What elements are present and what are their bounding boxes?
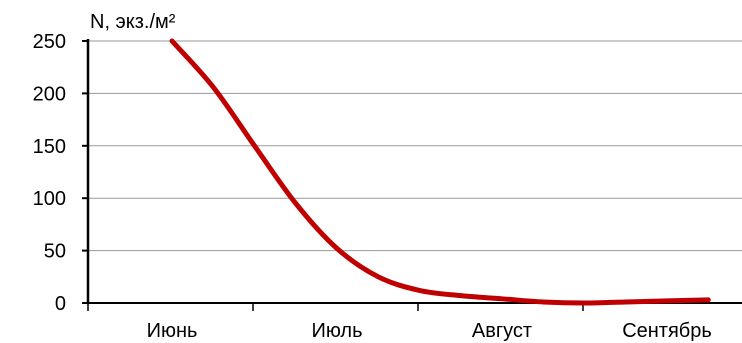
y-tick-label: 100 (33, 188, 66, 210)
y-tick-label: 150 (33, 136, 66, 158)
x-tick-label: Сентябрь (622, 320, 712, 342)
y-tick-label: 0 (55, 293, 66, 315)
x-tick-label: Август (472, 320, 532, 342)
x-tick-labels: Июнь Июль Август Сентябрь (147, 320, 712, 342)
axes (82, 39, 742, 311)
series-line (169, 38, 711, 306)
y-tick-label: 250 (33, 31, 66, 53)
y-tick-label: 200 (33, 83, 66, 105)
gridlines (88, 40, 742, 252)
x-tick-label: Июнь (147, 320, 198, 342)
y-tick-labels: 0 50 100 150 200 250 (33, 31, 66, 315)
y-axis-label: N, экз./м² (90, 11, 176, 33)
series-layer (169, 38, 711, 306)
y-tick-label: 50 (44, 241, 66, 263)
x-tick-label: Июль (311, 320, 362, 342)
